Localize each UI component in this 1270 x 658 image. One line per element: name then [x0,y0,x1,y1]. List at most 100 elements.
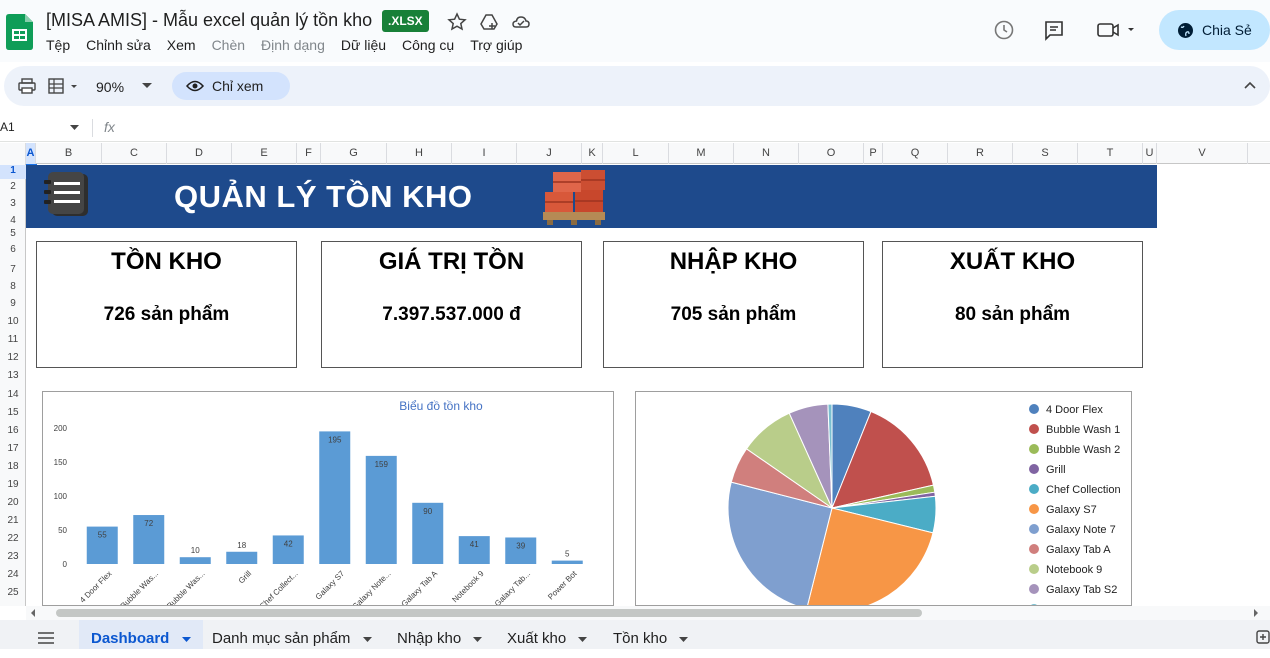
document-title[interactable]: [MISA AMIS] - Mẫu excel quản lý tồn kho [46,10,373,30]
column-header[interactable]: J [517,143,582,164]
row-header[interactable]: 5 [10,228,16,239]
version-history-icon[interactable] [993,19,1015,41]
explore-icon[interactable] [1256,630,1270,644]
zoom-dropdown-icon[interactable] [142,83,152,89]
meet-video-icon[interactable] [1096,19,1138,41]
column-header[interactable]: V [1157,143,1248,164]
row-header[interactable]: 7 [10,264,16,275]
row-header[interactable]: 25 [7,587,19,598]
row-header[interactable]: 14 [7,389,19,400]
tab-dropdown-icon[interactable] [473,636,483,642]
menu-data[interactable]: Dữ liệu [340,37,387,53]
bar[interactable] [319,431,351,564]
row-header[interactable]: 4 [10,215,16,226]
menu-file[interactable]: Tệp [46,37,71,53]
row-header[interactable]: 21 [7,515,19,526]
formula-input[interactable] [126,116,1266,140]
bar[interactable] [551,560,583,564]
scroll-right-icon[interactable] [1253,609,1259,617]
bar[interactable] [458,536,490,564]
row-header[interactable]: 19 [7,479,19,490]
column-header[interactable]: B [36,143,102,164]
row-header[interactable]: 20 [7,497,19,508]
bar[interactable] [86,526,118,564]
column-header[interactable]: P [864,143,883,164]
row-header[interactable]: 9 [10,298,16,309]
all-sheets-menu-icon[interactable] [38,632,54,644]
bar[interactable] [412,502,444,564]
tab-product-catalog[interactable]: Danh mục sản phẩm [212,620,372,649]
tab-dropdown-icon[interactable] [578,636,588,642]
tab-dropdown-icon[interactable] [679,636,689,642]
view-only-button[interactable]: Chỉ xem [172,72,290,100]
row-header[interactable]: 16 [7,425,19,436]
tab-import[interactable]: Nhập kho [397,620,483,649]
column-header[interactable]: H [387,143,452,164]
column-header[interactable]: A [26,143,36,164]
row-header[interactable]: 11 [7,334,19,345]
row-header[interactable]: 6 [10,244,16,255]
column-header[interactable]: R [948,143,1013,164]
column-header[interactable]: O [799,143,864,164]
name-box-dropdown-icon[interactable] [70,125,79,130]
row-header[interactable]: 22 [7,533,19,544]
row-header[interactable]: 3 [10,198,16,209]
cloud-saved-icon[interactable] [511,12,531,32]
column-header[interactable]: N [734,143,799,164]
comments-icon[interactable] [1043,19,1065,41]
menu-format[interactable]: Định dạng [261,37,325,53]
menu-insert[interactable]: Chèn [211,37,246,53]
tab-export[interactable]: Xuất kho [507,620,588,649]
row-header[interactable]: 15 [7,407,19,418]
horizontal-scrollbar[interactable] [26,606,1270,620]
row-header[interactable]: 1 [0,165,26,179]
bar[interactable] [133,515,165,564]
share-button[interactable]: Chia Sẻ [1159,10,1270,50]
row-header[interactable]: 12 [7,352,19,363]
column-header[interactable]: I [452,143,517,164]
column-header[interactable]: G [321,143,387,164]
row-header[interactable]: 8 [10,281,16,292]
column-header[interactable]: E [232,143,297,164]
column-header[interactable]: S [1013,143,1078,164]
pie-slice[interactable] [727,481,833,606]
scroll-left-icon[interactable] [30,609,36,617]
pie-slice[interactable] [831,410,935,509]
bar[interactable] [365,455,397,564]
row-header[interactable]: 13 [7,370,19,381]
menu-edit[interactable]: Chỉnh sửa [86,37,151,53]
print-icon[interactable] [18,78,36,94]
pie-slice[interactable] [827,403,833,509]
menu-help[interactable]: Trợ giúp [470,37,523,53]
row-header[interactable]: 24 [7,569,19,580]
tab-dropdown-icon[interactable] [362,636,372,642]
row-header[interactable]: 23 [7,551,19,562]
tab-dashboard[interactable]: Dashboard [79,620,203,649]
scrollbar-thumb[interactable] [56,609,922,617]
bar[interactable] [505,537,537,564]
stock-pie-chart[interactable]: 4 Door Flex Bubble Wash 1 Bubble Wash 2 Gri… [635,391,1132,606]
tab-inventory[interactable]: Tồn kho [613,620,689,649]
row-header[interactable]: 18 [7,461,19,472]
column-header[interactable]: L [603,143,669,164]
bar[interactable] [226,551,258,564]
row-header[interactable]: 17 [7,443,19,454]
name-box[interactable]: A1 [0,120,80,134]
pie-slice[interactable] [807,507,934,606]
star-icon[interactable] [447,12,467,32]
bar[interactable] [272,535,304,564]
sheets-logo-icon[interactable] [6,14,33,50]
bar[interactable] [179,557,211,564]
zoom-select[interactable]: 90% [96,79,124,95]
column-header[interactable]: Q [883,143,948,164]
menu-tools[interactable]: Công cụ [402,37,455,53]
collapse-chevron-icon[interactable] [1244,81,1256,89]
row-header[interactable]: 2 [10,181,16,192]
tab-dropdown-icon[interactable] [181,636,191,642]
move-to-drive-icon[interactable] [479,12,499,32]
column-header[interactable]: D [167,143,232,164]
stock-bar-chart[interactable]: Biểu đồ tồn kho 0 50 100 150 200 55 4 Door Fle… [42,391,614,606]
column-header[interactable]: M [669,143,734,164]
column-header[interactable]: F [297,143,321,164]
column-header[interactable]: T [1078,143,1143,164]
